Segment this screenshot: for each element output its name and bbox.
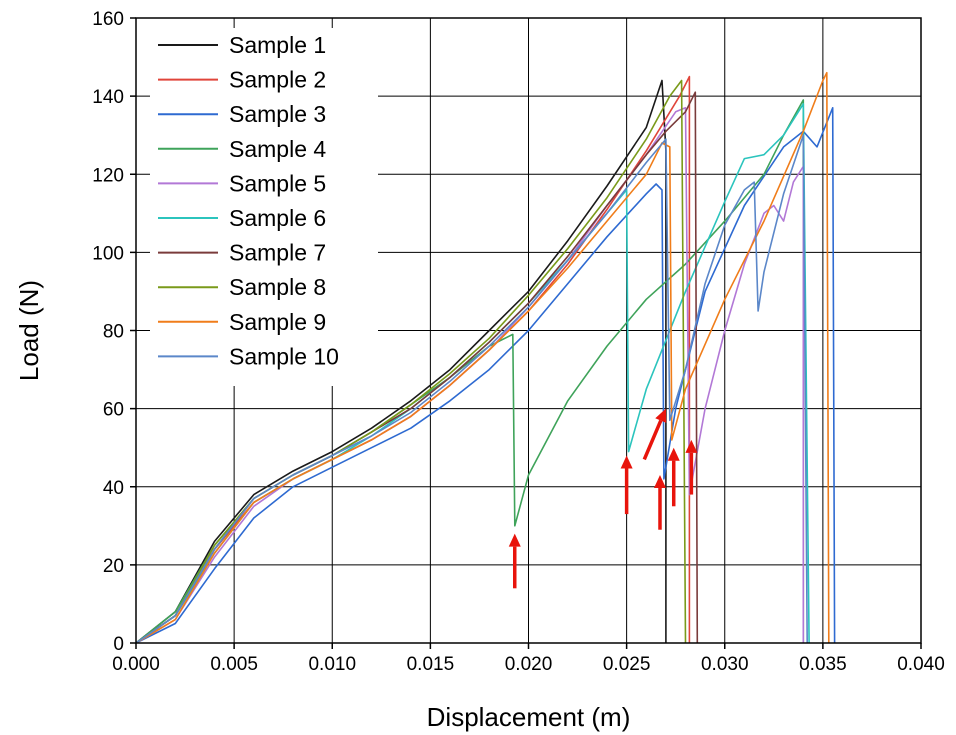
series-lines [135,71,836,644]
legend-label: Sample 3 [229,101,326,127]
y-tick-label: 20 [103,556,124,577]
legend-item: Sample 1 [158,32,326,58]
legend-label: Sample 2 [229,67,326,93]
x-tick-label: 0.035 [799,654,847,675]
legend-label: Sample 8 [229,274,326,300]
ticks: 0.000 0.005 0.010 0.015 0.020 0.025 0.030 0.035… [92,9,944,675]
y-tick-label: 60 [103,400,124,421]
failure-arrow [685,439,698,495]
x-tick-label: 0.040 [897,654,945,675]
failure-arrow [653,475,666,530]
failure-arrow [620,455,633,515]
legend-item: Sample 7 [158,240,326,266]
series-line-sample-1 [135,79,667,644]
legend-background [150,28,378,386]
legend-item: Sample 6 [158,205,326,231]
legend-label: Sample 9 [229,309,326,335]
y-tick-label: 0 [113,634,124,655]
legend-label: Sample 10 [229,343,339,369]
y-tick-label: 40 [103,478,124,499]
arrow-head [667,447,680,461]
x-tick-label: 0.005 [210,654,258,675]
y-tick-label: 160 [92,9,124,30]
series-line-sample-10 [135,134,808,644]
legend-item: Sample 9 [158,309,326,335]
arrow-head [620,455,633,469]
x-axis-label: Displacement (m) [427,702,631,732]
legend-item: Sample 8 [158,274,326,300]
y-tick-label: 100 [92,243,124,264]
legend-label: Sample 5 [229,170,326,196]
x-tick-label: 0.020 [505,654,553,675]
legend-label: Sample 4 [229,136,326,162]
arrow-shaft [642,419,663,461]
legend: Sample 1 Sample 2 Sample 3 Sample 4 Sample 5… [150,28,378,386]
legend-item: Sample 2 [158,67,326,93]
legend-item: Sample 4 [158,136,326,162]
legend-label: Sample 1 [229,32,326,58]
failure-arrow [667,447,680,507]
x-tick-label: 0.030 [701,654,749,675]
failure-arrow [508,533,521,589]
series-line-sample-3 [135,107,836,644]
arrow-head [508,533,521,547]
series-line-sample-9 [135,71,830,644]
legend-item: Sample 10 [158,343,339,369]
arrow-head [655,408,667,423]
arrow-head [685,439,698,453]
x-tick-label: 0.025 [603,654,651,675]
y-tick-label: 120 [92,165,124,186]
y-tick-label: 140 [92,87,124,108]
x-tick-label: 0.015 [407,654,455,675]
legend-label: Sample 7 [229,240,326,266]
failure-arrows [508,408,698,589]
legend-item: Sample 3 [158,101,326,127]
legend-item: Sample 5 [158,170,326,196]
arrow-head [653,475,666,489]
y-tick-label: 80 [103,322,124,343]
failure-arrow [642,408,667,461]
legend-label: Sample 6 [229,205,326,231]
y-axis-label: Load (N) [14,280,44,381]
x-tick-label: 0.010 [308,654,356,675]
x-tick-label: 0.000 [112,654,160,675]
series-line-sample-8 [135,79,687,644]
